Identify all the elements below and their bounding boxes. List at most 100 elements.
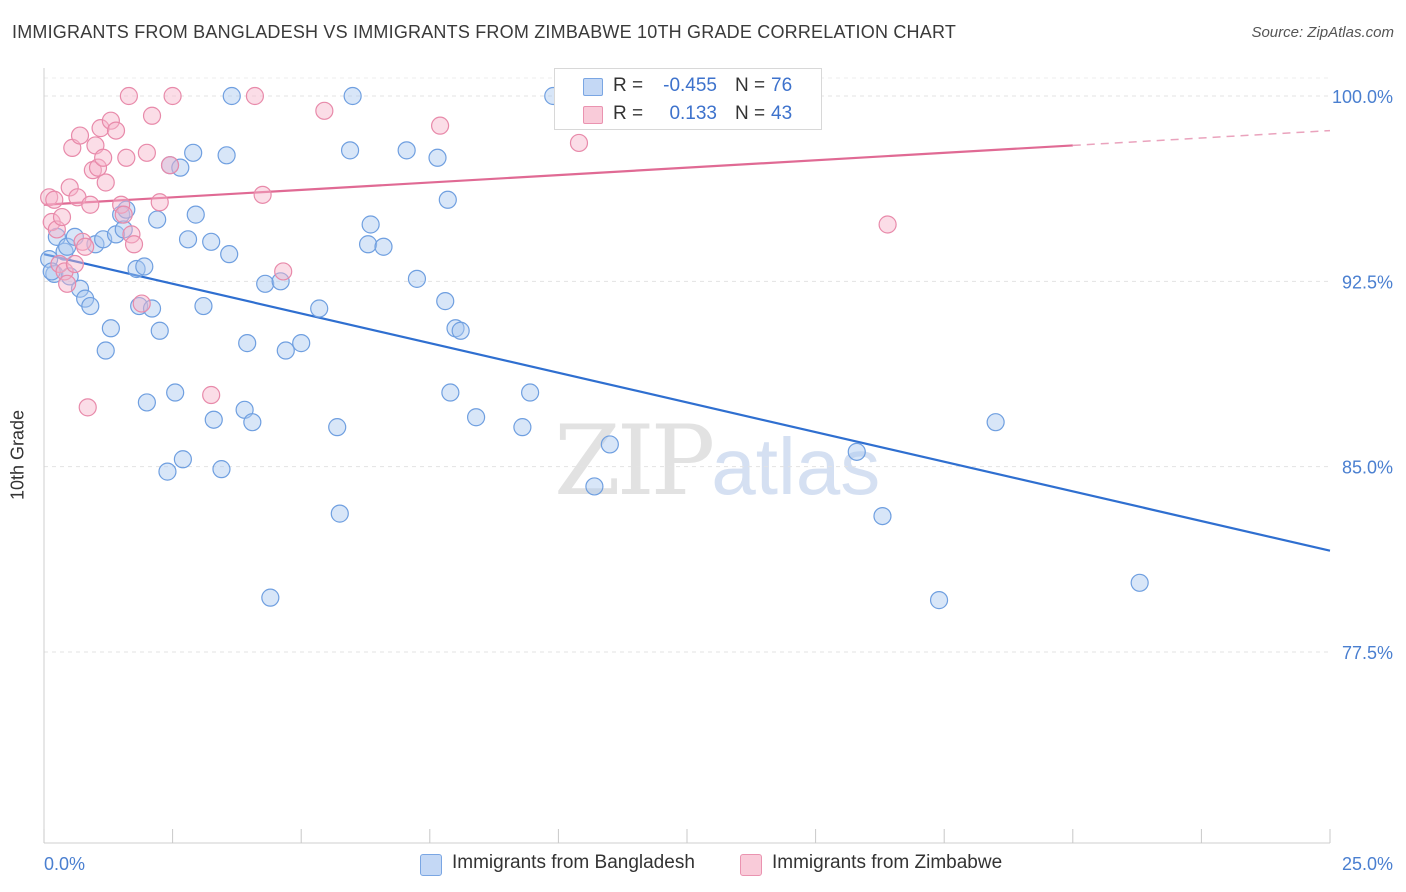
point-zimbabwe xyxy=(315,101,334,120)
point-bangladesh xyxy=(436,292,455,311)
y-tick-label: 77.5% xyxy=(1342,643,1393,663)
point-bangladesh xyxy=(212,460,231,479)
legend-label-zimbabwe: Immigrants from Zimbabwe xyxy=(772,852,1003,873)
point-bangladesh xyxy=(340,141,360,160)
point-zimbabwe xyxy=(58,274,77,293)
point-bangladesh xyxy=(521,383,540,402)
x-tick-label: 25.0% xyxy=(1342,854,1393,874)
point-zimbabwe xyxy=(160,156,180,175)
point-bangladesh xyxy=(466,408,486,427)
point-zimbabwe xyxy=(202,385,221,405)
y-tick-label: 92.5% xyxy=(1342,272,1393,292)
point-bangladesh xyxy=(42,262,61,281)
legend-n-value: 43 xyxy=(771,103,793,124)
legend-n-value: 76 xyxy=(771,75,793,96)
point-bangladesh xyxy=(150,321,169,340)
series-legend: Immigrants from Bangladesh Immigrants fr… xyxy=(0,852,1406,878)
point-bangladesh xyxy=(600,435,619,454)
trendline-zimbabwe-extension xyxy=(1072,129,1331,147)
point-zimbabwe xyxy=(150,193,169,212)
point-bangladesh xyxy=(135,257,154,276)
point-zimbabwe xyxy=(142,106,162,125)
point-bangladesh xyxy=(117,200,136,219)
legend-r-label: R = xyxy=(613,75,644,96)
legend-n-label: N = xyxy=(735,103,766,124)
point-bangladesh xyxy=(96,341,115,360)
grid xyxy=(44,77,1330,653)
point-zimbabwe xyxy=(65,254,84,274)
point-zimbabwe xyxy=(91,119,110,138)
point-bangladesh xyxy=(451,321,470,340)
point-zimbabwe xyxy=(569,133,589,153)
point-bangladesh xyxy=(330,504,349,523)
point-bangladesh xyxy=(261,588,280,607)
point-bangladesh xyxy=(148,210,167,229)
chart-source: Source: ZipAtlas.com xyxy=(1251,24,1394,41)
legend-row-bangladesh: R = -0.455 N = 76 xyxy=(555,72,821,100)
point-zimbabwe xyxy=(137,143,156,162)
point-bangladesh xyxy=(158,462,177,481)
y-tick-label: 100.0% xyxy=(1332,87,1393,107)
point-bangladesh xyxy=(166,383,185,402)
point-zimbabwe xyxy=(52,207,72,227)
point-bangladesh xyxy=(276,341,295,360)
point-bangladesh xyxy=(220,245,239,264)
point-bangladesh xyxy=(186,205,205,224)
point-bangladesh xyxy=(142,299,162,318)
legend-swatch-zimbabwe xyxy=(740,854,762,876)
watermark-zip: ZIP xyxy=(554,405,715,517)
point-zimbabwe xyxy=(274,262,293,281)
point-bangladesh xyxy=(243,413,262,432)
point-bangladesh xyxy=(292,334,311,353)
series-zimbabwe xyxy=(40,86,897,417)
point-bangladesh xyxy=(361,215,380,234)
point-zimbabwe xyxy=(878,215,897,234)
point-bangladesh xyxy=(194,296,213,316)
point-bangladesh xyxy=(407,269,427,288)
legend-n-label: N = xyxy=(735,75,766,96)
point-bangladesh xyxy=(358,235,378,254)
point-zimbabwe xyxy=(78,398,97,417)
point-zimbabwe xyxy=(245,86,265,106)
legend-swatch-bangladesh xyxy=(420,854,442,876)
point-bangladesh xyxy=(328,418,347,437)
point-bangladesh xyxy=(204,410,223,429)
point-bangladesh xyxy=(101,319,120,338)
point-bangladesh xyxy=(397,141,416,160)
point-zimbabwe xyxy=(76,237,95,256)
point-bangladesh xyxy=(238,334,257,353)
point-bangladesh xyxy=(441,383,460,402)
y-tick-label: 85.0% xyxy=(1342,458,1393,478)
point-zimbabwe xyxy=(60,178,79,197)
correlation-legend: R = -0.455 N = 76 R = 0.133 N = 43 xyxy=(554,68,822,130)
point-zimbabwe xyxy=(96,173,115,192)
point-bangladesh xyxy=(178,230,198,249)
legend-r-value: 0.133 xyxy=(669,103,717,124)
legend-swatch-bangladesh xyxy=(583,78,603,96)
point-bangladesh xyxy=(256,274,275,293)
point-bangladesh xyxy=(929,591,949,610)
point-bangladesh xyxy=(137,393,156,412)
point-zimbabwe xyxy=(106,121,126,140)
point-zimbabwe xyxy=(124,235,144,254)
point-zimbabwe xyxy=(70,126,90,145)
legend-row-zimbabwe: R = 0.133 N = 43 xyxy=(555,100,821,128)
point-zimbabwe xyxy=(430,116,450,135)
point-bangladesh xyxy=(222,86,241,106)
point-bangladesh xyxy=(438,190,457,209)
point-bangladesh xyxy=(202,232,221,251)
point-bangladesh xyxy=(585,477,604,496)
point-bangladesh xyxy=(873,506,892,526)
point-zimbabwe xyxy=(73,232,92,251)
point-zimbabwe xyxy=(132,294,151,313)
point-bangladesh xyxy=(428,148,447,167)
point-bangladesh xyxy=(374,237,393,256)
point-bangladesh xyxy=(173,450,192,469)
axes xyxy=(43,68,1331,844)
legend-label-bangladesh: Immigrants from Bangladesh xyxy=(452,852,695,873)
point-bangladesh xyxy=(310,299,329,318)
trend-lines xyxy=(43,129,1331,552)
data-points xyxy=(40,86,1149,610)
point-zimbabwe xyxy=(117,148,136,167)
